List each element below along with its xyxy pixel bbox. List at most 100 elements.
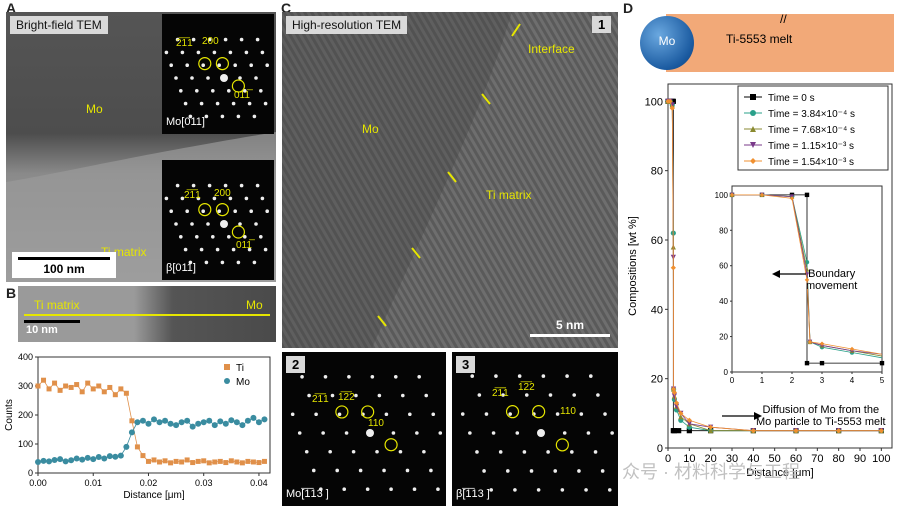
diffraction-spot: [252, 114, 257, 119]
data-point-ti: [134, 444, 140, 450]
y-tick-label: 40: [651, 304, 663, 316]
data-point-mo: [46, 458, 53, 465]
legend-label: Time = 1.54×10⁻³ s: [768, 157, 854, 168]
diffraction-spot: [579, 412, 584, 416]
diffraction-spot: [536, 488, 541, 492]
panel-b-linescan: [24, 314, 270, 316]
data-point-0: [671, 428, 677, 434]
diffraction-spot: [233, 209, 237, 213]
diffraction-spot: [233, 63, 237, 67]
data-point-0: [670, 98, 676, 104]
data-point-ti: [68, 384, 74, 390]
melt-label: Ti-5553 melt: [726, 32, 793, 46]
diffraction-spot: [517, 374, 522, 378]
data-point-ti: [201, 458, 207, 464]
inset-y-tick-label: 0: [724, 368, 729, 377]
diffraction-spot: [321, 431, 325, 435]
legend-marker: [750, 126, 756, 132]
diffraction-spot: [470, 374, 475, 378]
data-point-mo: [139, 417, 146, 424]
panel-c-scale-text: 5 nm: [556, 318, 585, 332]
inset-data-point-0: [804, 360, 810, 366]
indexed-spot-ring: [532, 405, 546, 419]
diffraction-spot: [593, 450, 598, 454]
inset-data-point-4: [807, 339, 813, 345]
diffraction-spot: [260, 196, 265, 201]
data-point-mo: [255, 419, 262, 426]
data-point-mo: [189, 423, 196, 430]
diffraction-spot: [244, 50, 249, 55]
diffraction-spot: [174, 76, 178, 80]
diffraction-spot: [254, 76, 258, 80]
panel-a-sad1-pattern: [164, 37, 269, 119]
panel-c-ti-label: Ti matrix: [486, 188, 532, 202]
indexed-spot-ring: [198, 56, 212, 71]
data-point-mo: [112, 453, 119, 460]
diffraction-spot: [422, 449, 426, 454]
diffraction-spot: [562, 431, 567, 435]
panel-c-scalebar: [530, 334, 610, 337]
data-point-mo: [195, 420, 202, 427]
data-point-mo: [167, 420, 174, 427]
panel-a-sad2: 2̅1̅1 200 011̅ β[011]: [162, 160, 274, 280]
diffraction-spot: [529, 469, 534, 473]
diffusion-annotation: Diffusion of Mo from the Mo particle to …: [756, 404, 886, 428]
panel-c-number-1: 1: [592, 16, 612, 33]
legend-marker: [750, 110, 756, 116]
diffraction-spot: [300, 374, 304, 379]
data-point-ti: [140, 453, 146, 459]
melt-schematic: Ti-5553 melt //: [666, 12, 894, 72]
diffraction-spot: [223, 37, 228, 42]
boundary-arrowhead: [772, 270, 780, 278]
data-point-ti: [234, 459, 240, 465]
x-tick-label: 0.01: [84, 478, 102, 488]
data-point-ti: [107, 384, 113, 390]
diffraction-spot: [307, 393, 311, 398]
diffraction-spot: [335, 468, 339, 473]
diffraction-spot: [206, 76, 210, 80]
data-point-mo: [73, 455, 80, 462]
diffraction-spot: [314, 412, 318, 417]
diffraction-spot: [589, 374, 593, 378]
data-point-ti: [239, 460, 245, 466]
y-tick-label: 300: [18, 381, 33, 391]
x-tick-label: 40: [747, 453, 759, 465]
diffraction-spot: [491, 431, 496, 435]
x-tick-label: 100: [872, 453, 890, 465]
y-tick-label: 0: [28, 468, 33, 478]
diffraction-spot: [188, 114, 193, 119]
data-point-ti: [41, 377, 47, 383]
data-point-ti: [46, 386, 52, 392]
diffraction-spot: [260, 50, 265, 55]
diffraction-spot: [382, 468, 386, 473]
diffraction-spot: [255, 183, 260, 188]
data-point-ti: [118, 386, 124, 392]
x-tick-label: 0.03: [195, 478, 213, 488]
boundary-line-2: movement: [806, 280, 858, 292]
diffraction-spot: [596, 393, 600, 397]
panel-a-sad1: 2̅1̅1 200 011̅ Mo[011]: [162, 14, 274, 134]
data-point-ti: [168, 460, 174, 466]
data-point-mo: [40, 457, 47, 464]
panel-b-letter: B: [6, 285, 17, 301]
x-tick-label: 50: [769, 453, 781, 465]
diffraction-spot: [207, 37, 212, 42]
diffraction-spot: [570, 450, 574, 454]
diffraction-spot: [515, 431, 520, 435]
diffraction-spot: [247, 247, 252, 252]
diffraction-spot: [249, 209, 253, 213]
data-point-0: [686, 428, 692, 434]
data-point-ti: [173, 458, 179, 464]
sad2-number: 2: [286, 356, 306, 373]
legend-marker-mo: [224, 378, 230, 384]
data-point-3: [686, 421, 692, 427]
y-tick-label: 200: [18, 410, 33, 420]
diffraction-spot: [522, 450, 527, 454]
data-point-mo: [217, 418, 224, 425]
data-point-mo: [106, 453, 113, 460]
diffraction-spot: [174, 222, 178, 226]
data-point-mo: [123, 443, 130, 450]
diffraction-spot: [263, 247, 268, 252]
diffraction-spot: [347, 374, 351, 379]
